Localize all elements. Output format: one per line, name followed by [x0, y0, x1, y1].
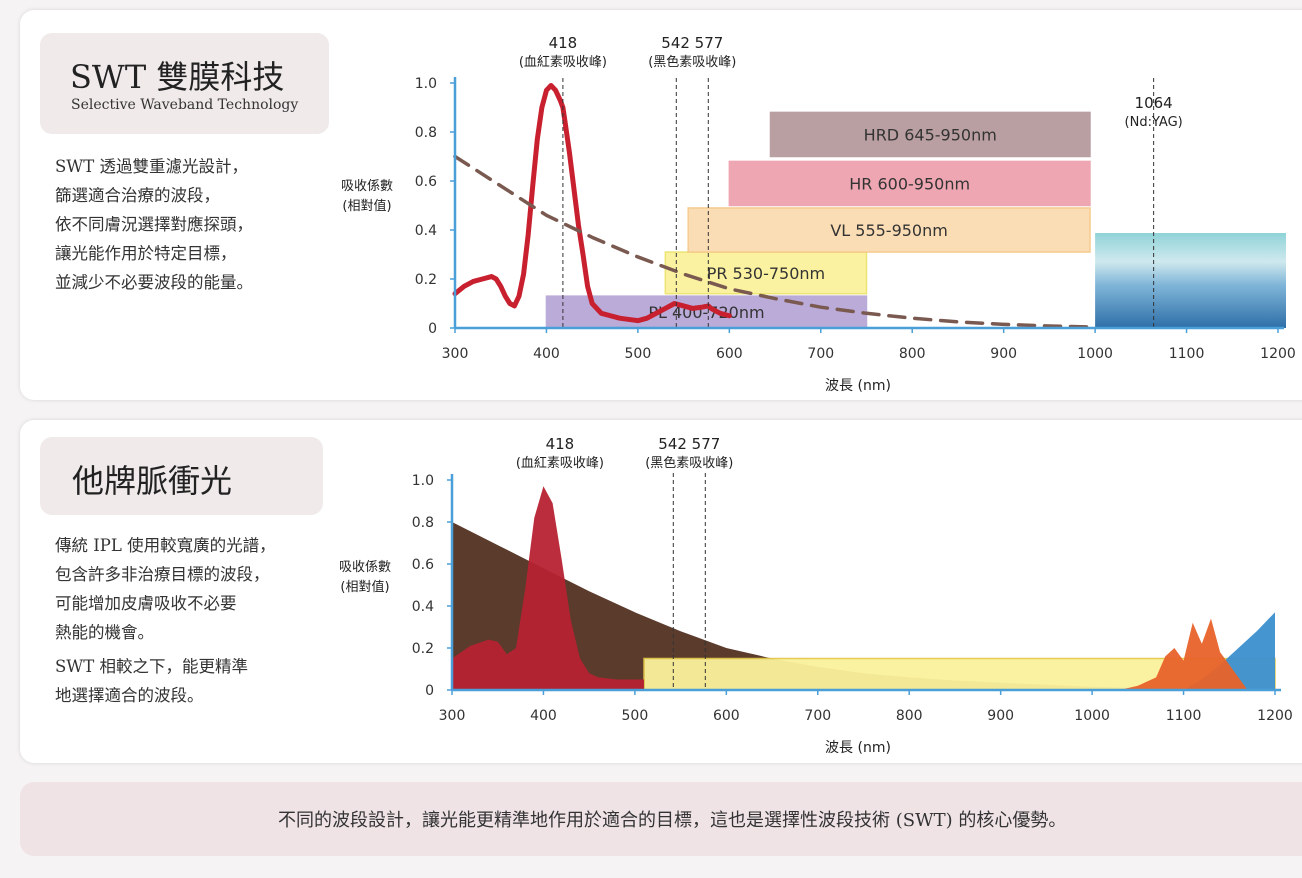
competitor-description: 傳統 IPL 使用較寬廣的光譜， 包含許多非治療目標的波段， 可能增加皮膚吸收不…: [55, 531, 276, 710]
chart2-y-tick-label: 0.8: [412, 515, 434, 531]
chart1-y-tick-label: 0.6: [415, 174, 437, 190]
competitor-description-line: 可能增加皮膚吸收不必要: [55, 594, 237, 613]
chart2-annotation-sub: (黑色素吸收峰): [645, 455, 733, 471]
chart1-annotation-sub: (血紅素吸收峰): [519, 55, 607, 70]
chart2-ylabel: 吸收係數 (相對值): [328, 558, 402, 598]
chart1-annotation-label: 542 577: [661, 34, 723, 52]
chart1-series-line: [453, 154, 1097, 329]
chart1-ylabel-line: 吸收係數: [340, 179, 393, 194]
footer-text: 不同的波段設計，讓光能更精準地作用於適合的目標，這也是選擇性波段技術 (SWT)…: [278, 810, 1067, 831]
chart1-x-tick-label: 1100: [1169, 346, 1205, 362]
chart1-annotation-label: 418: [549, 34, 578, 52]
swt-description-line: 依不同膚況選擇對應探頭，: [55, 215, 253, 234]
chart2-ylabel-line: (相對值): [340, 580, 390, 595]
chart2-x-tick-label: 300: [439, 708, 466, 724]
chart1-filter-band: [769, 111, 1091, 158]
chart2-x-tick-label: 1200: [1257, 708, 1293, 724]
chart2-series-area: [452, 522, 1275, 690]
chart2-annotation-label: 418: [546, 435, 575, 453]
chart1-filter-band: [728, 160, 1091, 207]
chart2-x-tick-label: 900: [987, 708, 1014, 724]
competitor-description-line: 熱能的機會。: [55, 623, 154, 642]
swt-chart: PL 400-720nm PR 530-750nm VL 555-950nm HR 6…: [415, 34, 1296, 394]
chart1-filter-band-label: VL 555-950nm: [830, 221, 948, 240]
chart1-filter-band-label: HRD 645-950nm: [864, 125, 997, 144]
chart1-y-tick-label: 0: [428, 321, 437, 337]
chart2-series-area: [452, 486, 645, 690]
chart1-filter-band: [687, 207, 1091, 253]
chart1-filter-band: [664, 251, 868, 295]
swt-description-line: 讓光能作用於特定目標，: [55, 244, 237, 263]
chart1-y-tick-label: 1.0: [415, 76, 437, 92]
chart1-x-tick-label: 600: [716, 346, 743, 362]
chart2-x-tick-label: 400: [530, 708, 557, 724]
chart1-x-tick-label: 400: [533, 346, 560, 362]
chart2-y-tick-label: 0.2: [412, 641, 434, 657]
footer-banner: 不同的波段設計，讓光能更精準地作用於適合的目標，這也是選擇性波段技術 (SWT)…: [20, 782, 1302, 856]
chart1-x-tick-label: 900: [990, 346, 1017, 362]
chart1-ylabel-line: (相對值): [342, 199, 392, 214]
chart2-series-area: [1183, 612, 1275, 690]
chart2-series-area: [1119, 618, 1248, 690]
chart1-annotation-sub: (Nd:YAG): [1125, 115, 1183, 130]
swt-title: SWT 雙膜科技: [70, 58, 285, 96]
chart1-series-line: [452, 82, 732, 324]
chart1-x-tick-label: 500: [625, 346, 652, 362]
competitor-title: 他牌脈衝光: [72, 462, 233, 500]
competitor-description-line: 傳統 IPL 使用較寬廣的光譜，: [55, 536, 276, 555]
chart2-y-tick-label: 1.0: [412, 473, 434, 489]
competitor-description-line: SWT 相較之下，能更精準: [55, 657, 249, 676]
swt-description-line: 篩選適合治療的波段，: [55, 186, 220, 205]
competitor-title-box: [40, 437, 323, 515]
chart2-x-tick-label: 1000: [1074, 708, 1110, 724]
chart1-y-tick-label: 0.8: [415, 125, 437, 141]
chart2-annotation-label: 542 577: [658, 435, 720, 453]
competitor-description-line: 包含許多非治療目標的波段，: [55, 565, 270, 584]
chart1-water-region: [1095, 233, 1286, 328]
chart2-y-tick-label: 0.6: [412, 557, 434, 573]
swt-description-line: SWT 透過雙重濾光設計，: [55, 157, 249, 176]
chart2-x-tick-label: 800: [896, 708, 923, 724]
chart2-x-tick-label: 600: [713, 708, 740, 724]
chart1-x-tick-label: 1000: [1077, 346, 1113, 362]
ipl-chart: 418 (血紅素吸收峰) 542 577 (黑色素吸收峰) 0 0.2 0.4 0.6 0.8 1…: [412, 435, 1293, 756]
chart2-x-tick-label: 700: [804, 708, 831, 724]
swt-description: SWT 透過雙重濾光設計， 篩選適合治療的波段， 依不同膚況選擇對應探頭， 讓光…: [55, 152, 253, 297]
chart2-x-axis-label: 波長 (nm): [825, 740, 891, 756]
chart1-x-tick-label: 700: [807, 346, 834, 362]
chart1-x-tick-label: 300: [442, 346, 469, 362]
chart1-x-axis-label: 波長 (nm): [825, 378, 891, 394]
swt-subtitle: Selective Waveband Technology: [71, 97, 299, 113]
chart2-annotation-sub: (血紅素吸收峰): [516, 456, 604, 471]
chart2-y-tick-label: 0: [425, 683, 434, 699]
competitor-description-line: 地選擇適合的波段。: [55, 686, 204, 705]
chart1-x-tick-label: 800: [899, 346, 926, 362]
chart2-x-tick-label: 1100: [1166, 708, 1202, 724]
chart1-filter-band-label: PR 530-750nm: [707, 264, 825, 283]
chart1-filter-band-label: PL 400-720nm: [648, 303, 764, 322]
chart1-y-tick-label: 0.2: [415, 272, 437, 288]
chart2-y-tick-label: 0.4: [412, 599, 434, 615]
chart2-x-tick-label: 500: [622, 708, 649, 724]
chart2-ylabel-line: 吸收係數: [338, 560, 391, 575]
swt-description-line: 並減少不必要波段的能量。: [55, 273, 253, 292]
chart1-ylabel: 吸收係數 (相對值): [330, 177, 404, 217]
chart1-y-tick-label: 0.4: [415, 223, 437, 239]
chart1-annotation-sub: (黑色素吸收峰): [648, 54, 736, 70]
chart1-filter-band-label: HR 600-950nm: [849, 174, 970, 193]
swt-title-box: [40, 33, 329, 134]
chart1-x-tick-label: 1200: [1260, 346, 1296, 362]
chart1-annotation-label: 1064: [1135, 94, 1173, 112]
